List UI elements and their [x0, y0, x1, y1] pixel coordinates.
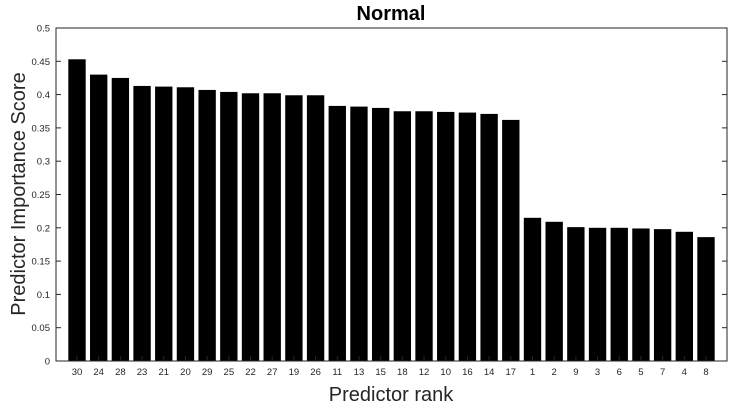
x-tick-label: 9	[573, 367, 578, 378]
bar-predictor-18	[393, 111, 412, 361]
bar-predictor-20	[176, 87, 195, 362]
x-tick-label: 28	[115, 367, 126, 378]
x-tick-label: 30	[72, 367, 83, 378]
x-tick-label: 12	[419, 367, 430, 378]
x-axis: 30 24 28 23 21 20 29 25 22 27 19 26 11 13 15 18 12 10 16 14…	[72, 356, 709, 378]
x-tick-label: 6	[617, 367, 622, 378]
x-tick-label: 14	[484, 367, 495, 378]
x-tick-label: 15	[375, 367, 386, 378]
x-tick-label: 11	[332, 367, 342, 378]
x-tick-label: 3	[595, 367, 600, 378]
x-tick-label: 23	[137, 367, 148, 378]
x-tick-label: 29	[202, 367, 213, 378]
bar-predictor-11	[328, 105, 346, 361]
y-tick-label: 0.5	[37, 24, 50, 35]
x-tick-label: 8	[703, 367, 708, 378]
x-tick-label: 18	[397, 367, 408, 378]
bar-predictor-24	[90, 74, 108, 362]
x-axis-label: Predictor rank	[329, 384, 454, 406]
x-tick-label: 7	[660, 367, 665, 378]
x-tick-label: 21	[158, 367, 169, 378]
x-tick-label: 19	[289, 367, 300, 378]
bars-group	[68, 59, 715, 362]
bar-predictor-15	[371, 107, 390, 361]
x-tick-label: 5	[638, 367, 643, 378]
y-tick-label: 0.2	[37, 223, 50, 234]
bar-predictor-2	[545, 221, 563, 361]
x-tick-label: 26	[310, 367, 321, 378]
x-tick-label: 17	[506, 367, 517, 378]
bar-predictor-16	[458, 112, 477, 361]
y-tick-label: 0.35	[32, 123, 51, 134]
y-tick-label: 0.1	[37, 290, 50, 301]
bar-predictor-12	[415, 111, 433, 361]
y-tick-label: 0.4	[37, 90, 50, 101]
bar-predictor-10	[437, 111, 455, 361]
bar-predictor-29	[198, 89, 216, 362]
bar-predictor-17	[502, 119, 520, 362]
y-tick-label: 0.05	[32, 323, 51, 334]
x-tick-label: 25	[224, 367, 235, 378]
bar-predictor-8	[697, 237, 715, 361]
bar-predictor-30	[68, 59, 86, 361]
bar-predictor-28	[111, 77, 130, 361]
y-tick-label: 0	[45, 357, 50, 368]
y-axis: 0 0.05 0.1 0.15 0.2 0.25 0.3 0.35 0.4 0.45 0.5	[32, 24, 727, 368]
bar-predictor-13	[350, 106, 368, 361]
y-tick-label: 0.15	[32, 257, 51, 268]
x-tick-label: 1	[530, 367, 535, 378]
x-tick-label: 20	[180, 367, 191, 378]
x-tick-label: 4	[682, 367, 687, 378]
plot-frame	[55, 27, 728, 362]
bar-predictor-4	[675, 231, 693, 361]
x-tick-label: 16	[462, 367, 473, 378]
x-tick-label: 24	[93, 367, 104, 378]
bar-predictor-19	[285, 95, 303, 362]
bar-predictor-27	[263, 93, 281, 361]
bar-predictor-22	[241, 93, 260, 361]
chart-title: Normal	[357, 3, 426, 25]
bar-predictor-21	[155, 86, 173, 361]
bar-predictor-23	[133, 85, 151, 361]
bar-predictor-14	[480, 113, 498, 361]
bar-predictor-1	[523, 217, 542, 361]
y-tick-label: 0.45	[32, 57, 51, 68]
bar-predictor-25	[220, 91, 238, 361]
bar-predictor-6	[610, 227, 628, 361]
y-tick-label: 0.3	[37, 157, 50, 168]
y-tick-label: 0.25	[32, 190, 51, 201]
bar-predictor-26	[306, 95, 325, 362]
bar-predictor-9	[567, 227, 585, 361]
bar-predictor-5	[632, 228, 650, 361]
x-tick-label: 22	[245, 367, 256, 378]
x-tick-label: 10	[440, 367, 451, 378]
x-tick-label: 13	[354, 367, 365, 378]
bar-predictor-3	[588, 227, 607, 361]
x-tick-label: 2	[552, 367, 557, 378]
x-tick-label: 27	[267, 367, 278, 378]
bar-predictor-7	[653, 229, 672, 361]
y-axis-label: Predictor Importance Score	[8, 72, 30, 315]
